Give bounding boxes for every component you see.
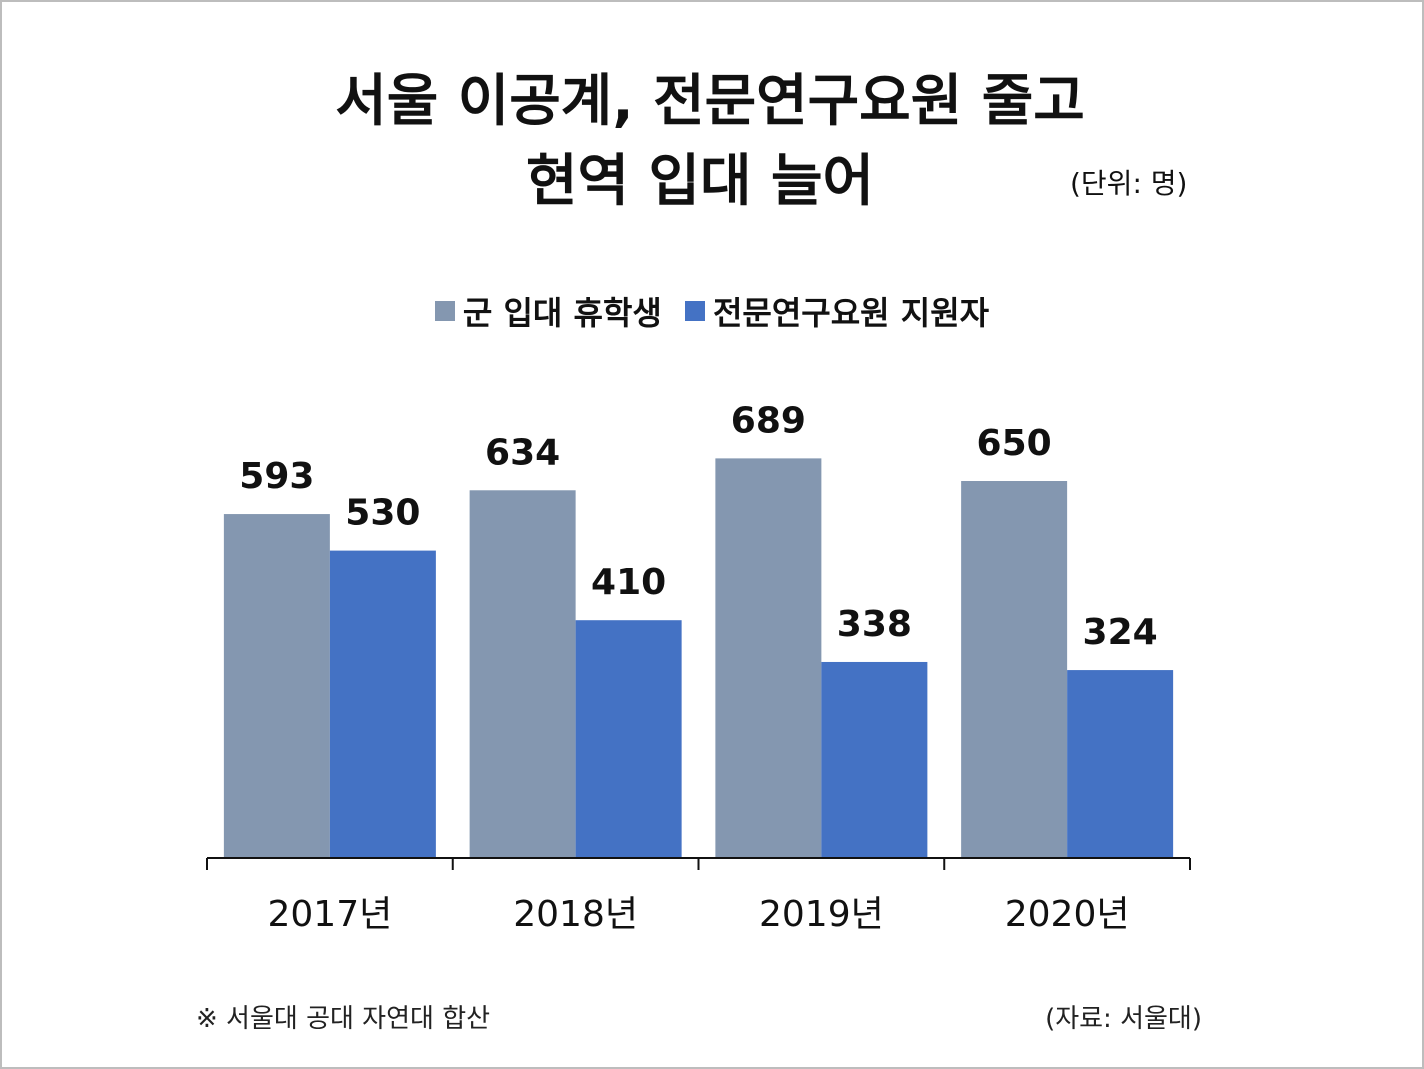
x-tick-label-4: 2020년 bbox=[1005, 894, 1130, 935]
bar-1-4 bbox=[961, 481, 1068, 858]
bar-2-4 bbox=[1067, 670, 1174, 858]
legend-item-series2: 전문연구요원 지원자 bbox=[684, 288, 990, 334]
data-label-2-3: 338 bbox=[837, 604, 912, 645]
bar-1-2 bbox=[469, 490, 576, 858]
unit-label: (단위: 명) bbox=[1070, 167, 1188, 200]
x-tick-label-1: 2017년 bbox=[268, 894, 393, 935]
legend-swatch-series1 bbox=[434, 301, 455, 321]
data-label-2-4: 324 bbox=[1083, 612, 1158, 653]
data-label-2-1: 530 bbox=[345, 493, 420, 534]
data-label-1-2: 634 bbox=[485, 432, 560, 473]
legend-swatch-series2 bbox=[684, 301, 705, 321]
legend: 군 입대 휴학생 전문연구요원 지원자 bbox=[0, 288, 1424, 334]
bar-2-1 bbox=[329, 550, 436, 858]
data-label-1-3: 689 bbox=[731, 400, 806, 441]
x-tick-label-2: 2018년 bbox=[513, 894, 638, 935]
bar-1-1 bbox=[223, 514, 330, 858]
legend-label-series1: 군 입대 휴학생 bbox=[462, 294, 662, 332]
source-note: (자료: 서울대) bbox=[1045, 1004, 1202, 1034]
chart-title-line2: 현역 입대 늘어 bbox=[525, 149, 875, 214]
data-label-1-4: 650 bbox=[977, 423, 1052, 464]
data-label-2-2: 410 bbox=[591, 562, 666, 603]
legend-item-series1: 군 입대 휴학생 bbox=[434, 288, 662, 334]
bar-2-2 bbox=[575, 620, 682, 858]
footnote: ※ 서울대 공대 자연대 합산 bbox=[196, 1004, 491, 1034]
data-label-1-1: 593 bbox=[239, 456, 314, 497]
bar-1-3 bbox=[715, 458, 822, 858]
chart-title-line1: 서울 이공계, 전문연구요원 줄고 bbox=[335, 69, 1085, 134]
legend-label-series2: 전문연구요원 지원자 bbox=[712, 294, 990, 332]
bar-2-3 bbox=[821, 661, 928, 858]
x-tick-label-3: 2019년 bbox=[759, 894, 884, 935]
